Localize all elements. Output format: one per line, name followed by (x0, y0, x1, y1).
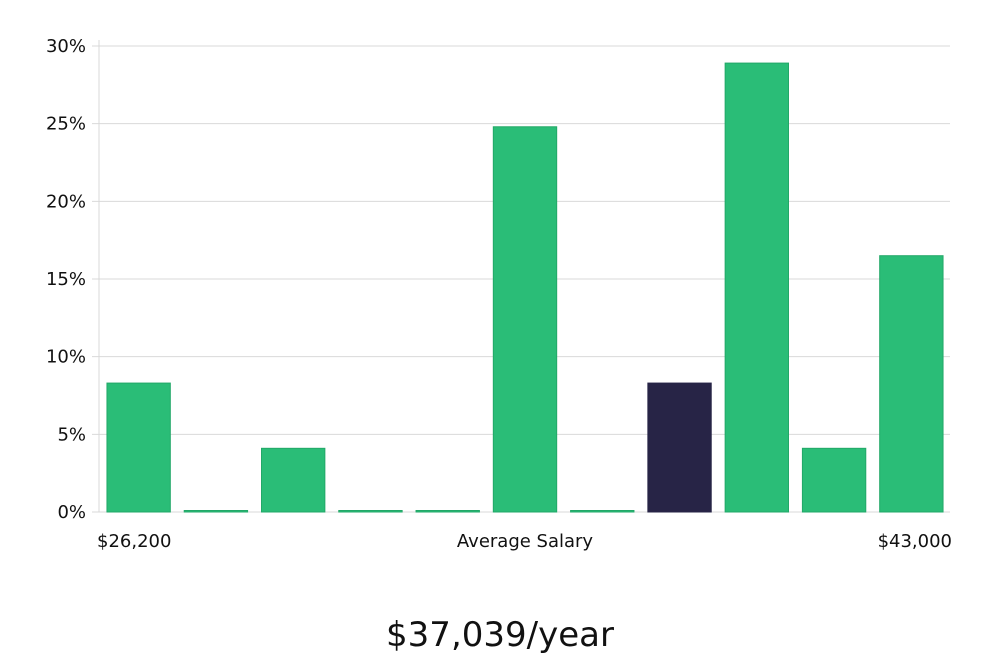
bars (106, 62, 944, 513)
x-min-label: $26,200 (97, 531, 171, 552)
average-salary-value: $37,039/year (386, 615, 614, 655)
y-tick-label: 10% (46, 347, 86, 368)
y-tick-label: 30% (46, 36, 86, 57)
y-tick-label: 25% (46, 114, 86, 135)
bar (415, 510, 480, 513)
bar (261, 447, 326, 513)
x-axis-label: Average Salary (457, 531, 594, 552)
bar (492, 126, 558, 513)
y-tick-label: 0% (57, 502, 86, 523)
bar (106, 382, 171, 513)
x-max-label: $43,000 (878, 531, 952, 552)
y-tick-label: 20% (46, 191, 86, 212)
y-tick-label: 15% (46, 269, 86, 290)
bar (724, 62, 789, 513)
y-axis-ticks: 0% 5% 10% 15% 20% 25% 30% (46, 36, 86, 523)
bar (183, 510, 249, 513)
bar (879, 255, 944, 513)
bar (801, 447, 867, 513)
y-tick-label: 5% (57, 424, 86, 445)
highlighted-bar (647, 382, 712, 513)
bar (338, 510, 403, 513)
bar (570, 510, 635, 513)
